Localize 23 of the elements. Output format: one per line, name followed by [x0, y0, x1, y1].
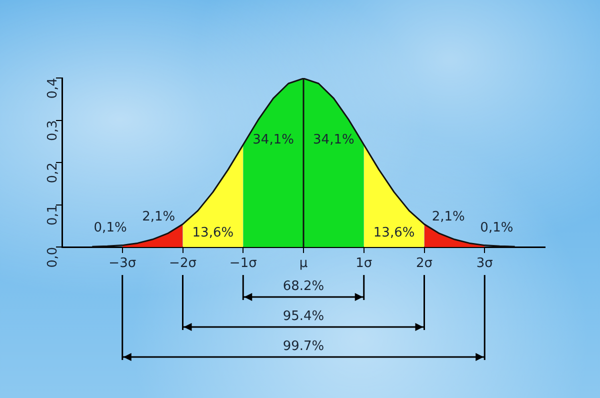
x-tick-label: −2σ [169, 256, 196, 272]
x-tick-label: 2σ [416, 256, 433, 272]
text: 68.2% [282, 279, 324, 294]
annotation: 34,1% [313, 132, 354, 148]
annotation: 2,1% [432, 209, 465, 224]
y-tick-label: 0,2 [45, 162, 60, 184]
annotation: 0,1% [94, 220, 127, 236]
x-tick-label: 3σ [476, 256, 493, 272]
y-tick-label: 0,0 [45, 247, 60, 268]
annotation: 13,6% [373, 225, 415, 240]
y-tick-label: 0,1 [45, 204, 60, 226]
y-tick-label: 0,3 [45, 120, 60, 141]
y-tick-label: 0,4 [45, 78, 60, 99]
annotation: 2,1% [142, 209, 176, 224]
x-tick-label: −1σ [229, 256, 257, 272]
x-tick-label: 1σ [356, 256, 372, 272]
text: 95.4% [282, 309, 324, 324]
x-tick-label: −3σ [108, 256, 136, 272]
x-tick-label: μ [299, 256, 308, 272]
annotation: 34,1% [252, 132, 294, 148]
annotation: 13,6% [192, 225, 234, 240]
text: 99.7% [282, 339, 324, 354]
annotation: 0,1% [480, 220, 514, 236]
